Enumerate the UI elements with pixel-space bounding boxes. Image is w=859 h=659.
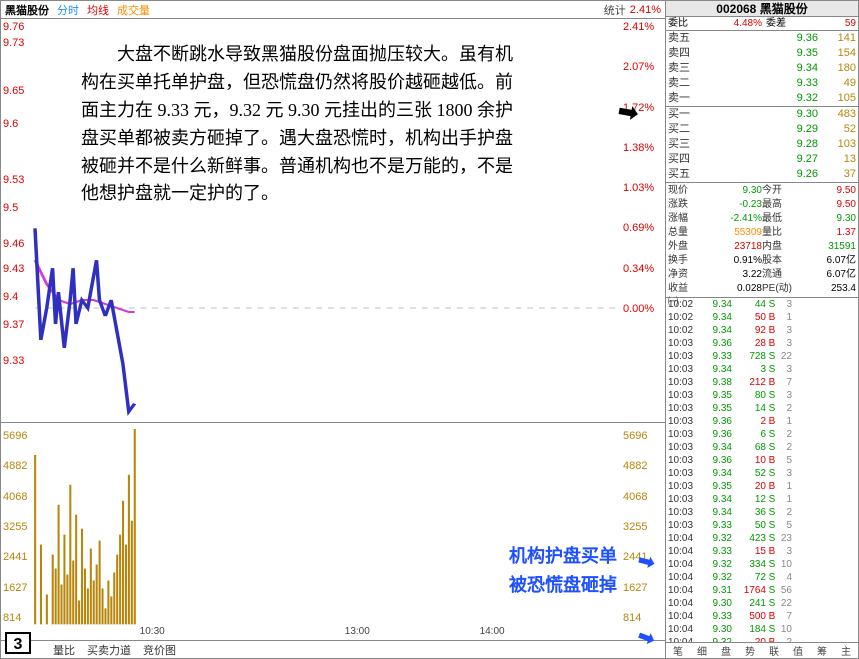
weibi-label: 委比 <box>668 17 696 30</box>
volume-chart[interactable]: 569648824068325524411627814 569648824068… <box>1 423 665 640</box>
trade-row: 10:049.3315B3 <box>666 545 858 558</box>
trade-row: 10:039.3412S1 <box>666 493 858 506</box>
trade-row: 10:049.3272S4 <box>666 571 858 584</box>
right-tab[interactable]: 笔 <box>673 643 683 658</box>
trade-row: 10:049.32334S10 <box>666 558 858 571</box>
tab-ma[interactable]: 均线 <box>87 2 109 18</box>
chart-panel: 黑猫股份 分时 均线 成交量 统计 2.41% 9.769.739.659.69… <box>1 1 666 658</box>
quote-panel: 002068 黑猫股份 委比 4.48% 委差 59 卖五9.36141卖四9.… <box>666 1 858 658</box>
trade-row: 10:039.33728S22 <box>666 350 858 363</box>
trade-row: 10:049.32423S23 <box>666 532 858 545</box>
stats-row: 涨幅-2.41%最低9.30 <box>666 212 858 226</box>
trade-row: 10:039.343S3 <box>666 363 858 376</box>
trade-row: 10:039.366S2 <box>666 428 858 441</box>
trade-row: 10:029.3450B1 <box>666 311 858 324</box>
trade-row: 10:039.3628B3 <box>666 337 858 350</box>
trade-row: 10:039.3580S3 <box>666 389 858 402</box>
tab-volume[interactable]: 成交量 <box>117 2 150 18</box>
price-y-right: 2.41%2.07%1.72%1.38%1.03%0.69%0.34%0.00% <box>623 19 663 422</box>
main-container: 黑猫股份 分时 均线 成交量 统计 2.41% 9.769.739.659.69… <box>0 0 859 659</box>
bid-row: 买二9.2952 <box>666 122 858 137</box>
right-bottom-tabs: 笔细盘势联值筹主 <box>666 642 858 658</box>
bid-row: 买四9.2713 <box>666 152 858 167</box>
bid-row: 买五9.2637 <box>666 167 858 182</box>
trade-row: 10:029.3492B3 <box>666 324 858 337</box>
right-tab[interactable]: 盘 <box>721 643 731 658</box>
trade-row: 10:039.38212B7 <box>666 376 858 389</box>
ask-row: 卖四9.35154 <box>666 46 858 61</box>
right-tab[interactable]: 值 <box>793 643 803 658</box>
page-number: 3 <box>5 632 31 654</box>
bottom-tab[interactable]: 买卖力道 <box>87 642 131 658</box>
trade-row: 10:039.3468S2 <box>666 441 858 454</box>
trade-row: 10:049.311764S56 <box>666 584 858 597</box>
trade-row: 10:039.3452S3 <box>666 467 858 480</box>
stock-name-hdr: 黑猫股份 <box>760 2 808 16</box>
bottom-tabs: 量比买卖力道竞价图 <box>1 640 665 658</box>
right-tab[interactable]: 势 <box>745 643 755 658</box>
weicha-label: 委差 <box>762 17 790 30</box>
trade-row: 10:039.3520B1 <box>666 480 858 493</box>
trade-row: 10:049.33500B7 <box>666 610 858 623</box>
ask-row: 卖二9.3349 <box>666 76 858 91</box>
vol-y-left: 569648824068325524411627814 <box>3 423 33 640</box>
stock-header: 002068 黑猫股份 <box>666 1 858 17</box>
stats-row: 现价9.30今开9.50 <box>666 184 858 198</box>
main-annotation: 大盘不断跳水导致黑猫股份盘面抛压较大。虽有机构在买单托单护盘，但恐慌盘仍然将股价… <box>81 41 521 208</box>
trade-list: 10:029.3444S310:029.3450B110:029.3492B31… <box>666 298 858 642</box>
tab-pct: 2.41% <box>630 4 661 16</box>
weicha-row: 委比 4.48% 委差 59 <box>666 17 858 31</box>
ask-row: 卖三9.34180 <box>666 61 858 76</box>
ask-row: 卖五9.36141 <box>666 31 858 46</box>
tab-intraday[interactable]: 分时 <box>57 2 79 18</box>
bottom-tab[interactable]: 竞价图 <box>143 642 176 658</box>
tab-stock-name[interactable]: 黑猫股份 <box>5 2 49 18</box>
stats-row: 净资3.22流通6.07亿 <box>666 268 858 282</box>
bid-levels: 买一9.30483买二9.2952买三9.28103买四9.2713买五9.26… <box>666 106 858 182</box>
stats-row: 换手0.91%股本6.07亿 <box>666 254 858 268</box>
trade-row: 10:049.30241S22 <box>666 597 858 610</box>
price-y-left: 9.769.739.659.69.539.59.469.439.49.379.3… <box>3 19 33 422</box>
bid-row: 买三9.28103 <box>666 137 858 152</box>
price-chart[interactable]: 9.769.739.659.69.539.59.469.439.49.379.3… <box>1 19 665 423</box>
stats-row: 外盘23718内盘31591 <box>666 240 858 254</box>
blue-annotation: 机构护盘买单被恐慌盘砸掉 <box>509 542 617 600</box>
trade-row: 10:039.3350S5 <box>666 519 858 532</box>
ask-row: 卖一9.32105 <box>666 91 858 106</box>
bid-row: 买一9.30483 <box>666 107 858 122</box>
right-tab[interactable]: 筹 <box>817 643 827 658</box>
stats-row: 总量55309量比1.37 <box>666 226 858 240</box>
right-tab[interactable]: 联 <box>769 643 779 658</box>
top-tabs: 黑猫股份 分时 均线 成交量 统计 2.41% <box>1 1 665 19</box>
stats-row: 收益㈠0.028PE(动)253.4 <box>666 282 858 296</box>
trade-row: 10:039.362B1 <box>666 415 858 428</box>
x-axis: 10:3013:0014:00 <box>35 626 621 640</box>
trade-row: 10:029.3444S3 <box>666 298 858 311</box>
stats-section: 现价9.30今开9.50涨跌-0.23最高9.50涨幅-2.41%最低9.30总… <box>666 182 858 298</box>
right-tab[interactable]: 细 <box>697 643 707 658</box>
bottom-tab[interactable]: 量比 <box>53 642 75 658</box>
stats-row: 涨跌-0.23最高9.50 <box>666 198 858 212</box>
trade-row: 10:049.30184S10 <box>666 623 858 636</box>
ask-levels: 卖五9.36141卖四9.35154卖三9.34180卖二9.3349卖一9.3… <box>666 31 858 106</box>
stock-code: 002068 <box>716 2 756 16</box>
vol-y-right: 569648824068325524411627814 <box>623 423 663 640</box>
trade-row: 10:039.3436S2 <box>666 506 858 519</box>
trade-row: 10:039.3514S2 <box>666 402 858 415</box>
chart-area: 9.769.739.659.69.539.59.469.439.49.379.3… <box>1 19 665 640</box>
weicha-val: 59 <box>790 17 856 30</box>
trade-row: 10:039.3610B5 <box>666 454 858 467</box>
weibi-val: 4.48% <box>696 17 762 30</box>
right-tab[interactable]: 主 <box>841 643 851 658</box>
tab-stats[interactable]: 统计 <box>604 2 626 18</box>
